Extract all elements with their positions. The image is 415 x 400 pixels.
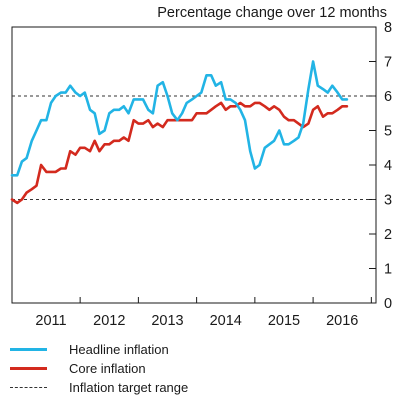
line-chart: Percentage change over 12 months 0 1 2 3 4 5 6… xyxy=(10,5,392,329)
legend-label-target: Inflation target range xyxy=(69,380,189,395)
y-tick-label: 4 xyxy=(384,158,392,174)
x-tick-label: 2014 xyxy=(210,313,242,329)
legend-item-headline: Headline inflation xyxy=(10,340,310,359)
y-tick-label: 5 xyxy=(384,124,392,140)
core-inflation-line xyxy=(10,101,349,205)
legend-swatch-target xyxy=(10,387,47,388)
legend-item-core: Core inflation xyxy=(10,359,310,378)
axis-ticks: 0 1 2 3 4 5 6 7 8 2011 2012 2013 2014 2015 2016 xyxy=(35,20,392,329)
y-tick-label: 6 xyxy=(384,89,392,105)
chart-title: Percentage change over 12 months xyxy=(157,5,387,21)
legend-swatch-headline xyxy=(10,348,47,351)
x-tick-label: 2016 xyxy=(326,313,358,329)
y-tick-label: 1 xyxy=(384,262,392,278)
legend-label-headline: Headline inflation xyxy=(69,342,169,357)
x-tick-label: 2015 xyxy=(268,313,300,329)
legend-swatch-core xyxy=(10,367,47,370)
y-tick-label: 0 xyxy=(384,296,392,312)
y-tick-label: 3 xyxy=(384,193,392,209)
y-tick-label: 8 xyxy=(384,20,392,36)
headline-inflation-line xyxy=(10,60,349,177)
target-range-lines xyxy=(12,95,376,200)
x-tick-label: 2012 xyxy=(93,313,125,329)
legend-item-target: Inflation target range xyxy=(10,378,310,397)
x-tick-label: 2011 xyxy=(35,313,66,329)
x-tick-label: 2013 xyxy=(151,313,183,329)
legend-label-core: Core inflation xyxy=(69,361,146,376)
legend: Headline inflation Core inflation Inflat… xyxy=(10,340,310,397)
y-tick-label: 2 xyxy=(384,227,392,243)
y-tick-label: 7 xyxy=(384,55,392,71)
series-lines xyxy=(10,60,349,205)
